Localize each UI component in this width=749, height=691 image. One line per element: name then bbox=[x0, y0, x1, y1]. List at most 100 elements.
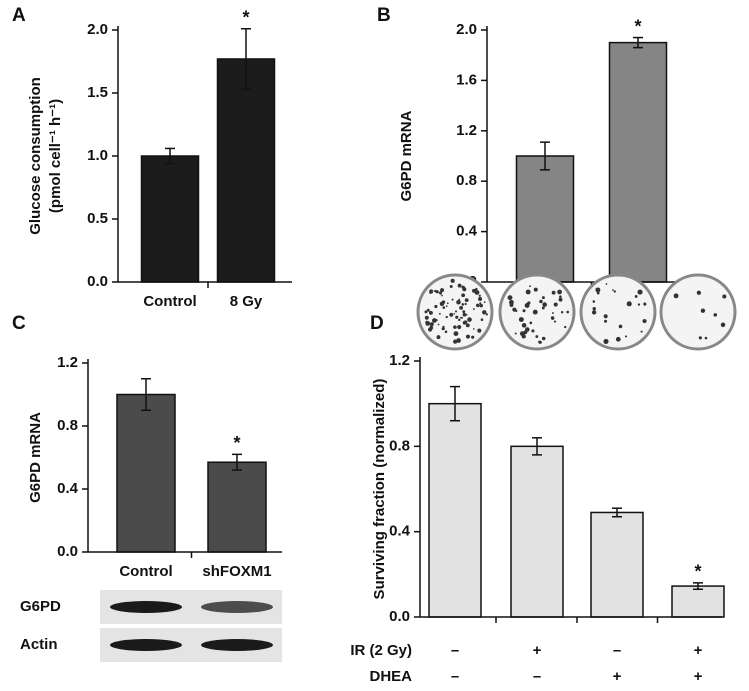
colony bbox=[613, 290, 616, 293]
colony bbox=[642, 319, 647, 324]
colony bbox=[458, 318, 461, 322]
significance-mark: * bbox=[233, 433, 240, 453]
colony bbox=[541, 296, 545, 300]
error-bar bbox=[450, 385, 460, 422]
y-tick-label: 0.8 bbox=[389, 437, 410, 454]
colony bbox=[427, 327, 433, 332]
colony bbox=[539, 299, 543, 304]
colony bbox=[428, 310, 433, 315]
colony bbox=[445, 315, 448, 319]
colony bbox=[456, 299, 461, 305]
y-axis-label: G6PD mRNA bbox=[27, 412, 44, 503]
colony bbox=[463, 320, 468, 324]
colony bbox=[480, 318, 484, 322]
colony bbox=[449, 285, 453, 289]
colony bbox=[467, 317, 472, 322]
colony bbox=[485, 313, 488, 316]
colony bbox=[553, 320, 557, 323]
colony bbox=[698, 336, 702, 340]
colony bbox=[626, 301, 632, 307]
colony bbox=[442, 306, 446, 309]
colony bbox=[560, 311, 564, 314]
x-tick-label: shFOXM1 bbox=[202, 563, 271, 580]
colony bbox=[482, 310, 487, 315]
colony bbox=[604, 319, 608, 323]
blot-label: G6PD bbox=[20, 598, 61, 615]
colony bbox=[551, 290, 556, 295]
bar bbox=[590, 511, 644, 618]
colony bbox=[455, 315, 459, 319]
colony bbox=[436, 335, 441, 340]
colony bbox=[461, 293, 466, 298]
y-tick-label: 0.0 bbox=[87, 273, 108, 290]
error-bar bbox=[540, 141, 550, 171]
y-axis-label: Surviving fraction (normalized) bbox=[371, 379, 388, 600]
y-axis-label: (pmol cell⁻¹ h⁻¹) bbox=[47, 99, 64, 213]
colony bbox=[558, 297, 563, 302]
colony bbox=[444, 330, 448, 334]
colony bbox=[531, 329, 535, 333]
dish bbox=[416, 273, 494, 351]
colony bbox=[465, 323, 470, 328]
colony bbox=[612, 289, 614, 291]
y-tick-label: 0.4 bbox=[57, 480, 79, 497]
colony bbox=[529, 321, 533, 325]
colony bbox=[637, 303, 641, 306]
blot-band bbox=[110, 601, 182, 613]
colony bbox=[605, 283, 608, 285]
colony bbox=[429, 322, 434, 327]
colony bbox=[471, 335, 475, 339]
colony bbox=[538, 340, 541, 344]
y-axis-label: G6PD mRNA bbox=[398, 110, 415, 201]
x-tick-label: Control bbox=[119, 563, 172, 580]
colony bbox=[465, 334, 470, 339]
colony bbox=[426, 308, 430, 312]
bar bbox=[216, 58, 276, 283]
colony bbox=[643, 302, 647, 306]
bar bbox=[428, 402, 482, 618]
colony bbox=[433, 289, 437, 293]
colony bbox=[477, 328, 482, 333]
colony bbox=[459, 305, 463, 310]
colony bbox=[542, 302, 547, 307]
colony bbox=[462, 287, 467, 292]
bar bbox=[116, 393, 176, 553]
colony bbox=[425, 320, 429, 325]
y-tick-label: 0.4 bbox=[456, 223, 478, 240]
colony bbox=[634, 294, 638, 298]
colony bbox=[532, 309, 538, 315]
colony bbox=[453, 313, 455, 315]
colony bbox=[453, 331, 459, 336]
colony bbox=[522, 309, 526, 313]
colony bbox=[509, 299, 514, 305]
significance-mark: * bbox=[242, 7, 249, 27]
colony bbox=[476, 303, 480, 308]
colony bbox=[700, 308, 706, 313]
colony bbox=[429, 289, 434, 294]
colony bbox=[720, 322, 726, 328]
colony bbox=[438, 291, 443, 295]
colony bbox=[713, 313, 718, 317]
colony bbox=[603, 314, 608, 319]
condition-label: – bbox=[451, 642, 459, 659]
y-tick-label: 1.2 bbox=[389, 352, 410, 369]
bar bbox=[515, 155, 575, 283]
colony bbox=[521, 323, 527, 328]
colony bbox=[592, 300, 596, 303]
colony bbox=[472, 288, 476, 293]
colony bbox=[455, 310, 458, 313]
bar bbox=[608, 41, 668, 283]
colony bbox=[618, 324, 623, 329]
colony bbox=[595, 287, 601, 293]
colony bbox=[596, 291, 600, 295]
colony bbox=[464, 302, 467, 306]
colony bbox=[551, 312, 554, 314]
colony bbox=[446, 302, 449, 305]
colony bbox=[479, 303, 483, 308]
y-tick-label: 1.5 bbox=[87, 84, 108, 101]
bar bbox=[671, 585, 725, 618]
colony bbox=[464, 298, 469, 303]
colony bbox=[512, 307, 517, 312]
error-bar bbox=[241, 27, 251, 90]
